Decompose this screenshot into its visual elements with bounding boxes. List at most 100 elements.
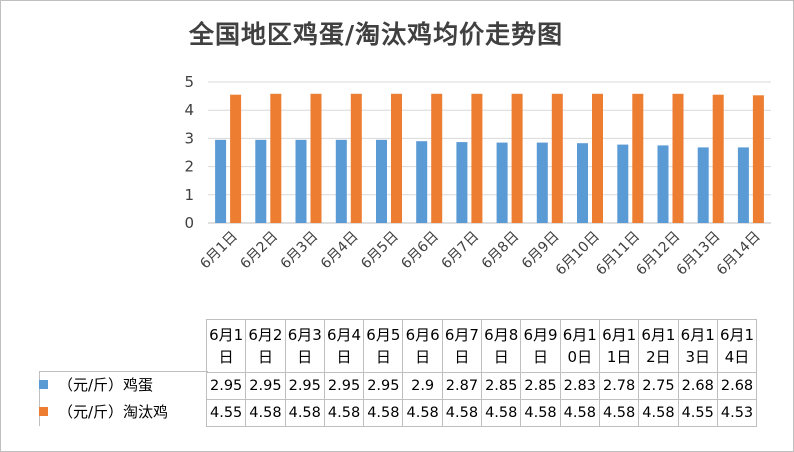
egg-price-bar bbox=[215, 139, 227, 223]
y-tick-label: 2 bbox=[184, 158, 194, 176]
legend-swatch-hens bbox=[39, 407, 48, 416]
x-tick-label: 6月14日 bbox=[714, 229, 764, 279]
table-cell: 4.58 bbox=[481, 399, 522, 427]
hen-price-bar bbox=[712, 94, 724, 223]
x-tick-label: 6月6日 bbox=[398, 229, 442, 273]
egg-price-bar bbox=[376, 139, 387, 223]
table-cell: 2.68 bbox=[716, 372, 758, 400]
table-header-cell: 6月8日 bbox=[481, 319, 522, 373]
legend-row-eggs: （元/斤）鸡蛋 bbox=[39, 374, 153, 395]
x-tick-label: 6月11日 bbox=[593, 229, 643, 279]
y-tick-label: 1 bbox=[184, 186, 194, 204]
legend-box bbox=[39, 371, 208, 426]
hen-price-bar bbox=[391, 93, 402, 223]
table-cell: 4.55 bbox=[205, 399, 247, 427]
x-tick-label: 6月3日 bbox=[278, 229, 322, 273]
table-cell: 2.83 bbox=[559, 372, 600, 400]
y-tick-label: 0 bbox=[184, 214, 194, 232]
table-cell: 2.95 bbox=[323, 372, 365, 400]
table-cell: 4.58 bbox=[402, 399, 443, 427]
x-tick-label: 6月7日 bbox=[439, 229, 483, 273]
egg-price-bar bbox=[295, 139, 307, 223]
table-cell: 4.58 bbox=[638, 399, 679, 427]
table-header-cell: 6月13日 bbox=[677, 319, 718, 373]
egg-price-bar bbox=[255, 139, 267, 223]
legend-label-hens: （元/斤）淘汰鸡 bbox=[58, 403, 169, 421]
table-cell: 2.95 bbox=[205, 372, 247, 400]
table-header-cell: 6月6日 bbox=[402, 319, 443, 373]
egg-price-bar bbox=[335, 139, 347, 223]
egg-price-bar bbox=[577, 143, 588, 223]
table-header-cell: 6月2日 bbox=[245, 319, 286, 373]
legend-label-eggs: （元/斤）鸡蛋 bbox=[58, 376, 154, 394]
table-row: 4.55 4.58 4.58 4.58 4.58 4.58 4.58 4.58 4.58 4.58… bbox=[205, 399, 758, 427]
x-tick-label: 6月8日 bbox=[479, 229, 523, 273]
hen-price-bar bbox=[270, 93, 282, 223]
hen-price-bar bbox=[431, 93, 443, 223]
egg-price-bar bbox=[416, 141, 428, 223]
table-cell: 4.58 bbox=[520, 399, 561, 427]
legend-row-hens: （元/斤）淘汰鸡 bbox=[39, 401, 168, 422]
table-cell: 4.55 bbox=[677, 399, 718, 427]
hen-price-bar bbox=[672, 93, 684, 223]
x-tick-label: 6月10日 bbox=[553, 229, 603, 279]
hen-price-bar bbox=[551, 93, 563, 223]
legend-swatch-eggs bbox=[39, 380, 48, 389]
egg-price-bar bbox=[536, 142, 548, 223]
table-cell: 4.58 bbox=[441, 399, 483, 427]
egg-price-bar bbox=[617, 144, 629, 223]
table-cell: 4.58 bbox=[559, 399, 600, 427]
table-cell: 4.58 bbox=[598, 399, 640, 427]
hen-price-bar bbox=[511, 93, 523, 223]
hen-price-bar bbox=[310, 93, 322, 223]
hen-price-bar bbox=[752, 95, 764, 223]
table-header-cell: 6月1日 bbox=[205, 319, 247, 373]
table-header-cell: 6月3日 bbox=[284, 319, 325, 373]
hen-price-bar bbox=[230, 94, 242, 223]
egg-price-bar bbox=[456, 142, 468, 223]
y-tick-label: 5 bbox=[184, 73, 194, 91]
table-header-cell: 6月11日 bbox=[598, 319, 640, 373]
x-tick-label: 6月12日 bbox=[633, 229, 683, 279]
table-header-cell: 6月14日 bbox=[716, 319, 758, 373]
x-tick-label: 6月1日 bbox=[197, 229, 241, 273]
table-row: 2.95 2.95 2.95 2.95 2.95 2.9 2.87 2.85 2.85 2.83 2… bbox=[205, 372, 758, 400]
table-cell: 2.75 bbox=[638, 372, 679, 400]
hen-price-bar bbox=[471, 93, 483, 223]
x-tick-label: 6月5日 bbox=[358, 229, 402, 273]
x-tick-label: 6月4日 bbox=[318, 229, 362, 273]
x-tick-label: 6月2日 bbox=[237, 229, 281, 273]
egg-price-bar bbox=[737, 147, 749, 223]
table-cell: 2.68 bbox=[677, 372, 718, 400]
egg-price-bar bbox=[496, 142, 508, 223]
table-cell: 2.9 bbox=[402, 372, 443, 400]
y-tick-label: 4 bbox=[184, 101, 194, 119]
table-cell: 2.85 bbox=[481, 372, 522, 400]
table-header-cell: 6月12日 bbox=[638, 319, 679, 373]
table-cell: 2.78 bbox=[598, 372, 640, 400]
table-cell: 4.58 bbox=[363, 399, 404, 427]
hen-price-bar bbox=[350, 93, 362, 223]
table-header-cell: 6月4日 bbox=[323, 319, 365, 373]
table-cell: 2.85 bbox=[520, 372, 561, 400]
table-header-cell: 6月10日 bbox=[559, 319, 600, 373]
table-cell: 2.95 bbox=[284, 372, 325, 400]
table-header-row: 6月1日 6月2日 6月3日 6月4日 6月5日 6月6日 6月7日 6月8日 6月9日 6月10… bbox=[205, 319, 758, 373]
hen-price-bar bbox=[592, 93, 603, 223]
table-header-cell: 6月9日 bbox=[520, 319, 561, 373]
table-header-cell: 6月7日 bbox=[441, 319, 483, 373]
egg-price-bar bbox=[657, 145, 669, 223]
hen-price-bar bbox=[632, 93, 644, 223]
data-table: 6月1日 6月2日 6月3日 6月4日 6月5日 6月6日 6月7日 6月8日 6月9日 6月10… bbox=[205, 319, 758, 427]
table-header-cell: 6月5日 bbox=[363, 319, 404, 373]
table-cell: 2.95 bbox=[363, 372, 404, 400]
table-cell: 4.58 bbox=[245, 399, 286, 427]
table-cell: 2.87 bbox=[441, 372, 483, 400]
table-cell: 4.58 bbox=[323, 399, 365, 427]
x-tick-label: 6月13日 bbox=[674, 229, 724, 279]
table-cell: 4.58 bbox=[284, 399, 325, 427]
y-tick-label: 3 bbox=[184, 129, 194, 147]
table-cell: 4.53 bbox=[716, 399, 758, 427]
